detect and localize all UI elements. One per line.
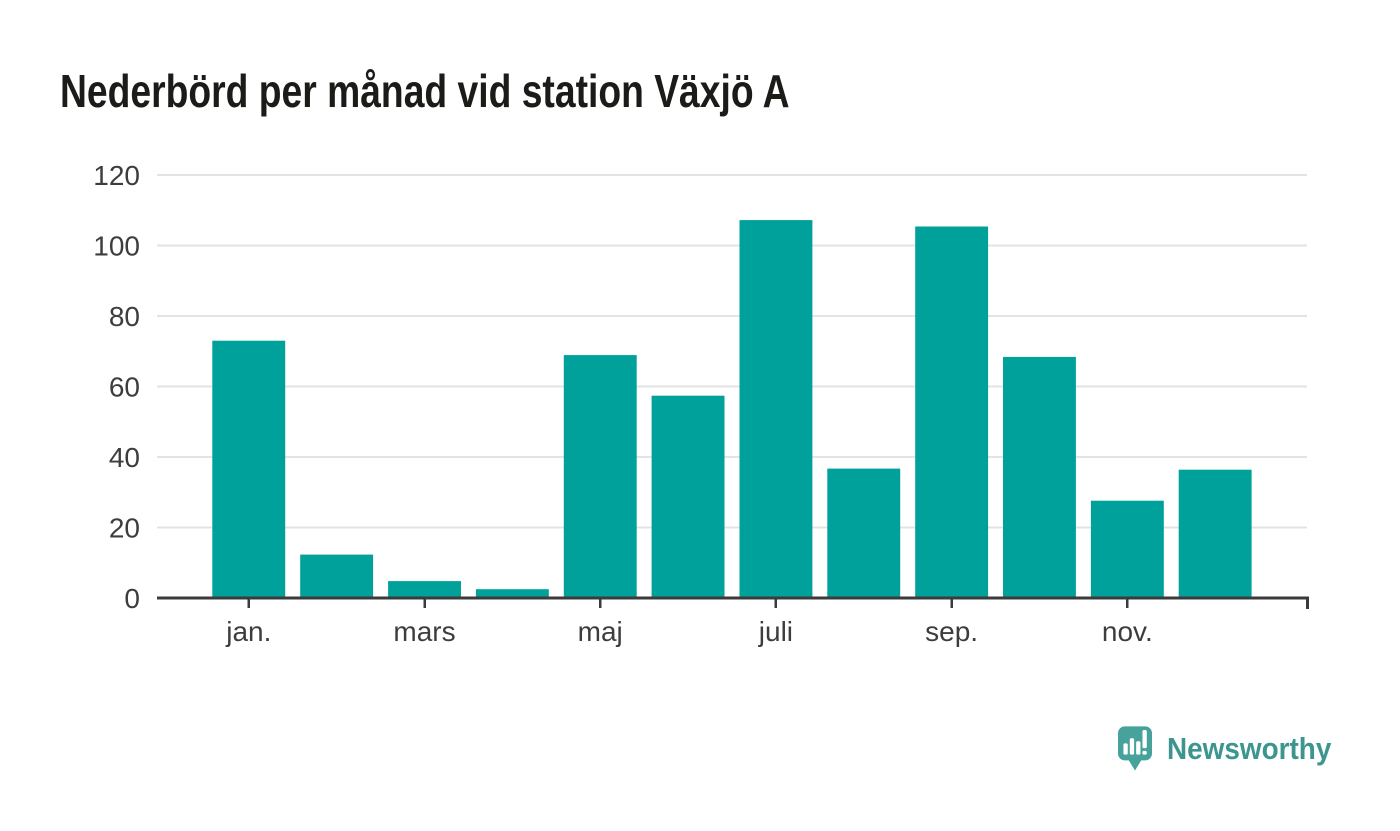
x-tick-label-sep.: sep. bbox=[925, 616, 978, 647]
bar-sep. bbox=[915, 226, 989, 598]
bar-feb. bbox=[300, 554, 374, 598]
bar-maj bbox=[563, 355, 637, 598]
x-tick-label-juli: juli bbox=[758, 616, 793, 647]
logo-bubble-shape bbox=[1118, 726, 1152, 771]
bar-dec. bbox=[1178, 469, 1252, 598]
y-tick-label-80: 80 bbox=[109, 301, 140, 332]
x-tick-label-mars: mars bbox=[393, 616, 455, 647]
x-tick-label-nov.: nov. bbox=[1102, 616, 1153, 647]
bar-okt. bbox=[1003, 356, 1076, 598]
bar-apr. bbox=[475, 589, 549, 598]
x-tick-label-maj: maj bbox=[578, 616, 623, 647]
y-tick-label-60: 60 bbox=[109, 372, 140, 403]
page-title: Nederbörd per månad vid station Växjö A bbox=[60, 65, 790, 117]
bar-mars bbox=[388, 581, 461, 598]
bar-aug. bbox=[827, 468, 901, 598]
bar-juni bbox=[651, 395, 725, 598]
newsworthy-wordmark: Newsworthy bbox=[1167, 731, 1332, 766]
y-tick-label-120: 120 bbox=[93, 160, 140, 191]
x-tick-label-jan.: jan. bbox=[225, 616, 271, 647]
bar-nov. bbox=[1090, 500, 1164, 598]
bar-jan. bbox=[212, 340, 286, 598]
x-axis-end-tick bbox=[1306, 598, 1309, 609]
bar-juli bbox=[739, 220, 813, 598]
y-tick-label-100: 100 bbox=[93, 231, 140, 262]
y-tick-label-0: 0 bbox=[124, 583, 140, 614]
x-axis-line bbox=[157, 596, 1309, 600]
y-tick-label-40: 40 bbox=[109, 442, 140, 473]
y-tick-label-20: 20 bbox=[109, 513, 140, 544]
newsworthy-logo: Newsworthy bbox=[1118, 726, 1350, 772]
logo-barchart-glyph bbox=[1123, 729, 1147, 755]
newsworthy-logo-icon bbox=[1118, 726, 1152, 771]
